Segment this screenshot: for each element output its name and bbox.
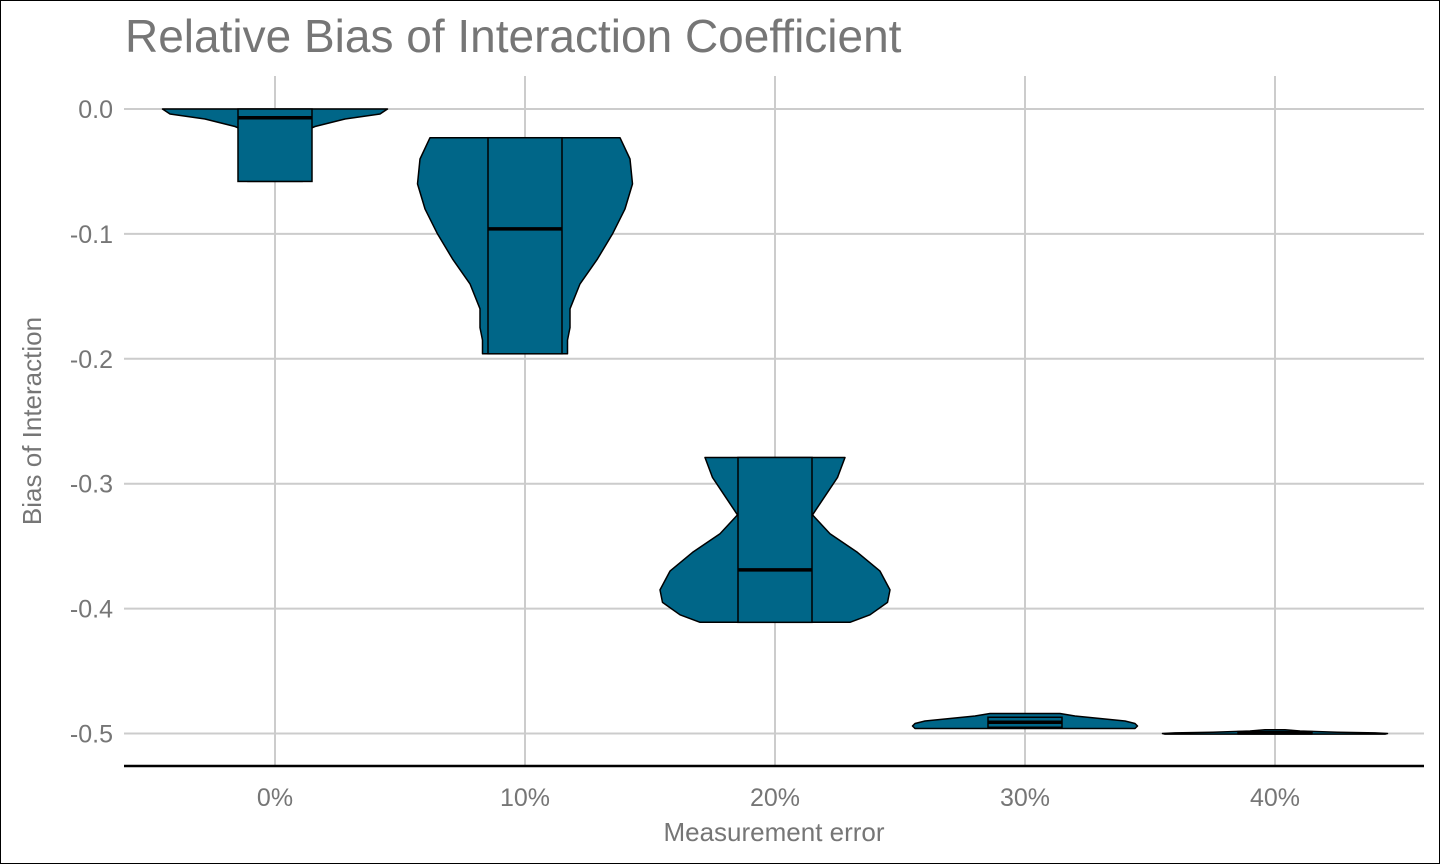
y-axis-title: Bias of Interaction xyxy=(17,317,47,525)
grid-lines xyxy=(124,76,1424,766)
x-tick-label: 40% xyxy=(1250,784,1300,812)
x-tick-label: 10% xyxy=(500,784,550,812)
y-axis-ticks: 0.0 -0.1 -0.2 -0.3 -0.4 -0.5 xyxy=(70,96,113,749)
violin-group xyxy=(1161,729,1389,735)
y-tick-label: -0.1 xyxy=(70,221,113,249)
box xyxy=(237,108,313,183)
violin-group xyxy=(911,712,1139,730)
y-tick-label: 0.0 xyxy=(78,96,113,124)
x-tick-label: 30% xyxy=(1000,784,1050,812)
chart-title: Relative Bias of Interaction Coefficient xyxy=(125,10,902,62)
x-tick-label: 0% xyxy=(257,784,293,812)
y-tick-label: -0.3 xyxy=(70,471,113,499)
violin-series xyxy=(161,108,1389,735)
violin-group xyxy=(161,108,389,183)
box xyxy=(737,456,813,624)
violin-group xyxy=(659,456,891,624)
x-axis-title: Measurement error xyxy=(663,817,884,847)
y-tick-label: -0.4 xyxy=(70,596,113,624)
y-tick-label: -0.5 xyxy=(70,721,113,749)
violin-group xyxy=(416,136,634,355)
x-tick-label: 20% xyxy=(750,784,800,812)
x-axis-ticks: 0% 10% 20% 30% 40% xyxy=(257,784,1300,812)
box xyxy=(487,136,563,355)
y-tick-label: -0.2 xyxy=(70,346,113,374)
